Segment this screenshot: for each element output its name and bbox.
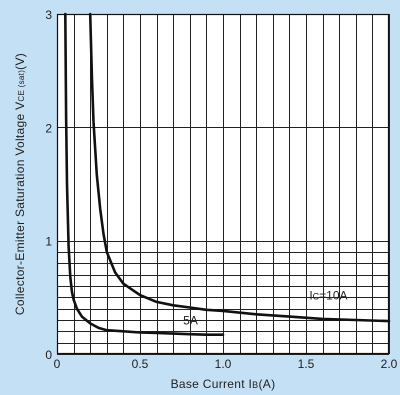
x-tick-label: 1.5	[298, 357, 315, 371]
y-tick-label: 1	[45, 235, 52, 249]
y-tick-label: 2	[45, 121, 52, 135]
series-line	[64, 12, 225, 336]
series-line	[88, 12, 391, 323]
plot-frame	[56, 13, 390, 355]
tick-labels: 0 0.5 1.0 1.5 2.0 0 1 2 3	[45, 8, 397, 371]
x-axis-label: Base Current IB(A)	[171, 377, 276, 391]
x-tick-label: 0.5	[132, 357, 149, 371]
series-labels: IC=10A 5A	[183, 289, 347, 328]
x-tick-label: 1.0	[215, 357, 232, 371]
x-tick-label: 0	[54, 357, 61, 371]
x-tick-label: 2.0	[381, 357, 398, 371]
y-axis-label: Collector-Emitter Saturation Voltage VCE…	[13, 53, 27, 315]
y-tick-label: 3	[45, 8, 52, 22]
grid	[56, 13, 390, 355]
y-tick-label: 0	[45, 348, 52, 362]
series-label: IC=10A	[309, 289, 347, 303]
series-label: 5A	[183, 314, 198, 328]
curves	[64, 12, 391, 336]
